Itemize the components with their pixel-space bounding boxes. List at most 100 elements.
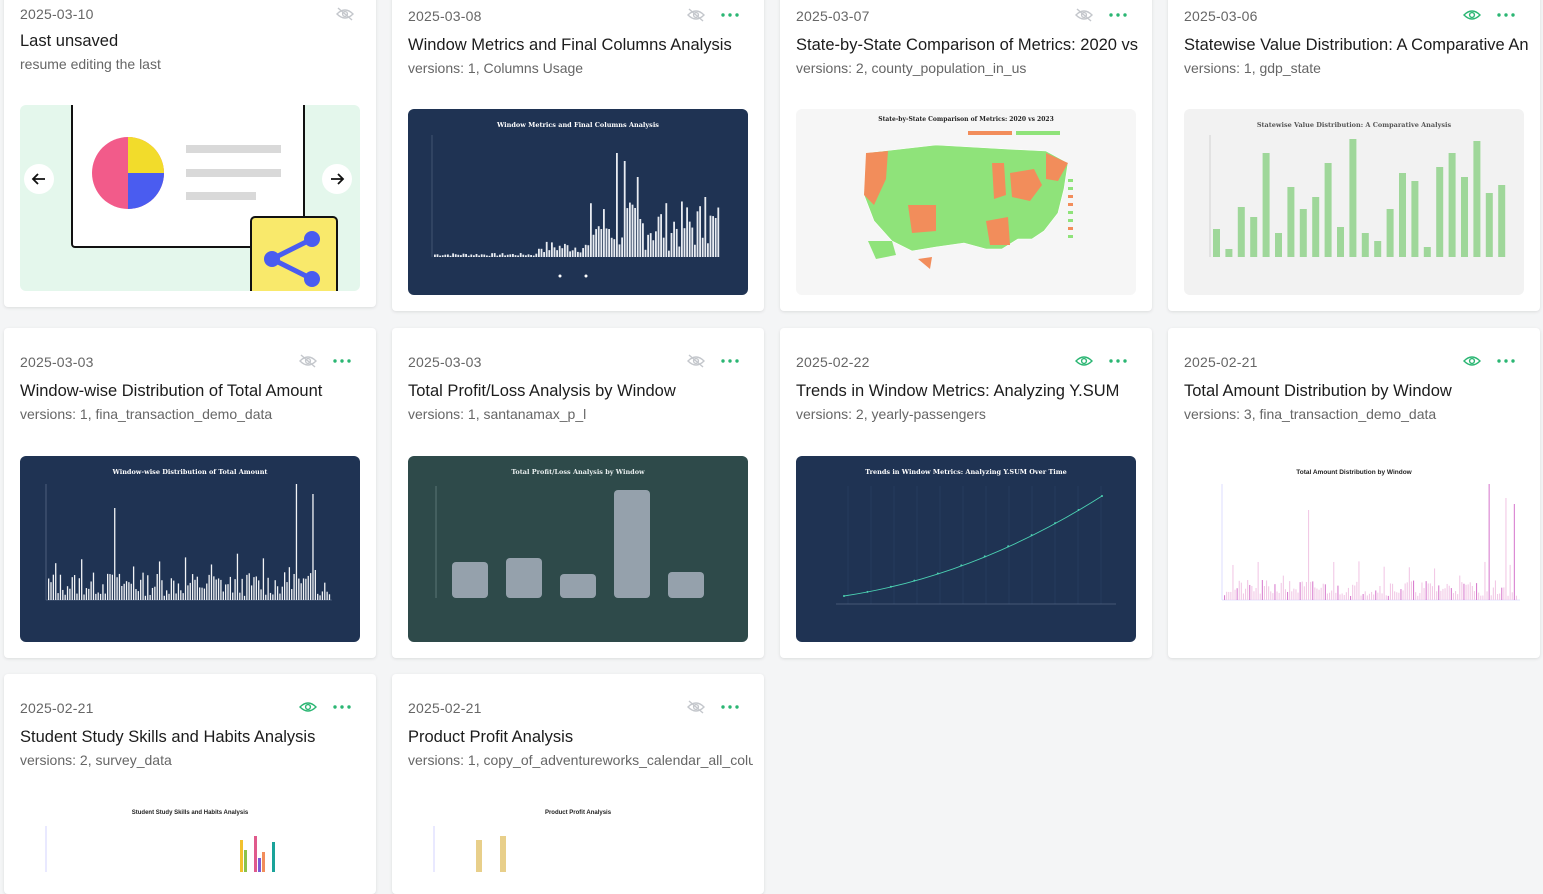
thumb-bar (1247, 580, 1249, 600)
thumb-bar (250, 585, 253, 600)
card-title[interactable]: Statewise Value Distribution: A Comparat… (1184, 36, 1529, 54)
thumb-title: Window-wise Distribution of Total Amount (112, 468, 268, 476)
thumb-bar (1490, 595, 1492, 600)
thumb-bar (85, 588, 88, 600)
more-options-icon[interactable] (332, 354, 352, 368)
thumb-bar (441, 255, 444, 257)
thumb-bar (1362, 594, 1364, 600)
card-title[interactable]: Last unsaved (20, 32, 119, 50)
hidden-icon[interactable] (336, 7, 354, 21)
thumb-bar (1280, 582, 1282, 600)
card-thumbnail[interactable]: Trends in Window Metrics: Analyzing Y.SU… (796, 456, 1136, 642)
hidden-icon[interactable] (1075, 8, 1093, 22)
card-title[interactable]: Total Profit/Loss Analysis by Window (408, 382, 676, 400)
card-thumbnail[interactable]: Student Study Skills and Habits Analysis (20, 802, 360, 872)
thumb-bar (109, 574, 111, 600)
dashboard-card[interactable]: 2025-03-03 Window-wise Distribution of T… (4, 328, 376, 658)
thumb-bar (1377, 592, 1379, 600)
thumb-bar (1275, 233, 1282, 257)
thumb-bar (1263, 585, 1265, 600)
thumb-bar (486, 255, 488, 257)
eye-icon[interactable] (1463, 8, 1481, 22)
thumb-bar (597, 226, 600, 257)
hidden-icon[interactable] (687, 700, 705, 714)
thumb-title: Window Metrics and Final Columns Analysi… (496, 121, 659, 129)
more-options-icon[interactable] (1108, 354, 1128, 368)
thumb-bar (475, 253, 478, 257)
card-thumbnail[interactable]: Total Amount Distribution by Window (1184, 456, 1524, 642)
thumb-bar (1478, 592, 1480, 600)
thumb-bar (269, 592, 272, 600)
thumb-bar (149, 594, 151, 600)
thumb-bar (48, 578, 50, 600)
thumb-bar (1465, 584, 1467, 600)
thumb-bar (657, 216, 660, 257)
dashboard-card[interactable]: 2025-03-10 Last unsaved resume editing t… (4, 0, 376, 307)
card-title[interactable]: Student Study Skills and Habits Analysis (20, 728, 316, 746)
dashboard-card[interactable]: 2025-02-21 Product Profit Analysis versi… (392, 674, 764, 894)
more-options-icon[interactable] (1496, 8, 1516, 22)
dashboard-card[interactable]: 2025-02-22 Trends in Window Metrics: Ana… (780, 328, 1152, 658)
thumb-bar (1305, 581, 1307, 600)
more-options-icon[interactable] (1108, 8, 1128, 22)
card-title[interactable]: State-by-State Comparison of Metrics: 20… (796, 36, 1141, 54)
hidden-icon[interactable] (687, 354, 705, 368)
thumb-bar (1320, 587, 1322, 600)
hidden-icon[interactable] (687, 8, 705, 22)
thumb-title: Product Profit Analysis (545, 810, 612, 816)
thumb-bar (460, 255, 462, 257)
card-title[interactable]: Trends in Window Metrics: Analyzing Y.SU… (796, 382, 1120, 400)
card-subtitle: versions: 2, yearly-passengers (796, 406, 986, 422)
thumb-bar (1497, 593, 1499, 600)
card-thumbnail[interactable]: Product Profit Analysis (408, 802, 748, 872)
thumb-bar (1455, 591, 1457, 600)
more-options-icon[interactable] (332, 700, 352, 714)
card-date: 2025-03-08 (408, 8, 482, 24)
thumb-bar (610, 237, 613, 257)
thumb-bar (203, 588, 206, 600)
dashboard-card[interactable]: 2025-02-21 Student Study Skills and Habi… (4, 674, 376, 894)
more-options-icon[interactable] (720, 354, 740, 368)
thumb-bar (1503, 587, 1505, 600)
card-title[interactable]: Window Metrics and Final Columns Analysi… (408, 36, 732, 54)
card-thumbnail[interactable]: Window Metrics and Final Columns Analysi… (408, 109, 748, 295)
thumb-bar (608, 229, 610, 257)
hidden-icon[interactable] (299, 354, 317, 368)
thumb-bar (1457, 594, 1459, 600)
card-title[interactable]: Window-wise Distribution of Total Amount (20, 382, 323, 400)
thumb-bar (95, 593, 97, 600)
eye-icon[interactable] (299, 700, 317, 714)
thumb-bar (312, 494, 314, 600)
card-thumbnail[interactable]: Statewise Value Distribution: A Comparat… (1184, 109, 1524, 295)
thumb-bar (616, 153, 618, 257)
thumb-point (889, 585, 892, 588)
card-title[interactable]: Total Amount Distribution by Window (1184, 382, 1452, 400)
thumb-bar (222, 591, 224, 600)
thumb-bar (1272, 593, 1274, 600)
dashboard-card[interactable]: 2025-02-21 Total Amount Distribution by … (1168, 328, 1540, 658)
dashboard-card[interactable]: 2025-03-03 Total Profit/Loss Analysis by… (392, 328, 764, 658)
dashboard-card[interactable]: 2025-03-06 Statewise Value Distribution:… (1168, 0, 1540, 311)
thumb-bar (293, 573, 295, 600)
card-subtitle: resume editing the last (20, 56, 161, 72)
thumb-bar (1394, 591, 1396, 600)
eye-icon[interactable] (1463, 354, 1481, 368)
dashboard-card[interactable]: 2025-03-07 State-by-State Comparison of … (780, 0, 1152, 311)
more-options-icon[interactable] (1496, 354, 1516, 368)
card-thumbnail[interactable]: Total Profit/Loss Analysis by Window (408, 456, 748, 642)
thumb-bar (326, 591, 328, 600)
thumb-bar (714, 217, 717, 257)
thumb-bar (582, 248, 584, 257)
card-title[interactable]: Product Profit Analysis (408, 728, 574, 746)
thumb-bar (52, 574, 55, 600)
thumb-bar (97, 592, 99, 600)
dashboard-card[interactable]: 2025-03-08 Window Metrics and Final Colu… (392, 0, 764, 311)
more-options-icon[interactable] (720, 700, 740, 714)
card-thumbnail[interactable]: Window-wise Distribution of Total Amount (20, 456, 360, 642)
eye-icon[interactable] (1075, 354, 1093, 368)
card-thumbnail[interactable]: State-by-State Comparison of Metrics: 20… (796, 109, 1136, 295)
thumb-bar (57, 593, 59, 600)
card-thumbnail[interactable] (20, 105, 360, 291)
card-date: 2025-03-10 (20, 6, 94, 22)
more-options-icon[interactable] (720, 8, 740, 22)
